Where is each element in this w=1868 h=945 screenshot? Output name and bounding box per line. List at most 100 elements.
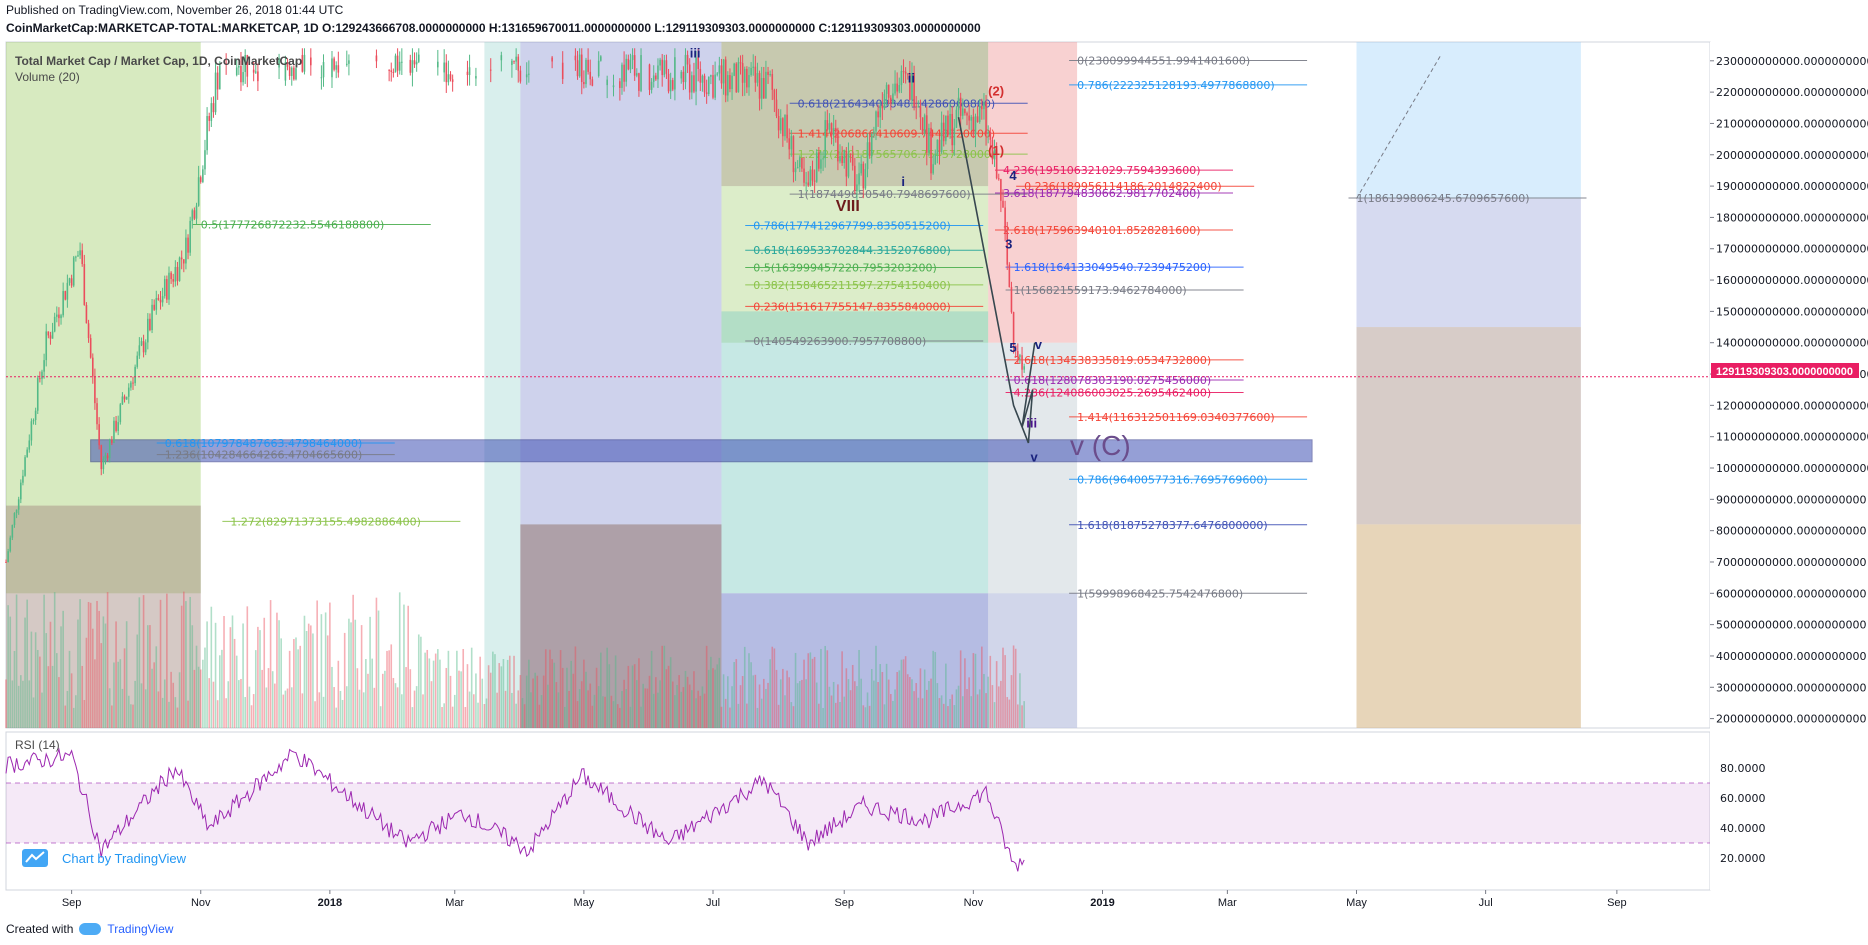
candle-body bbox=[854, 165, 856, 192]
volume-bar bbox=[348, 618, 350, 728]
candle-body bbox=[1004, 207, 1006, 232]
volume-bar bbox=[538, 704, 541, 728]
volume-bar bbox=[648, 675, 651, 728]
volume-bar bbox=[379, 706, 382, 728]
volume-bar bbox=[968, 677, 970, 728]
candle-body bbox=[1008, 264, 1011, 288]
projection-path[interactable] bbox=[957, 117, 1036, 444]
candle-body bbox=[621, 64, 623, 88]
volume-bar bbox=[993, 702, 996, 728]
volume-bar bbox=[375, 597, 378, 728]
volume-bar bbox=[413, 690, 416, 728]
wave-label: ii bbox=[908, 71, 915, 86]
volume-bar bbox=[887, 679, 890, 728]
volume-bar bbox=[610, 695, 613, 728]
volume-bar bbox=[195, 645, 198, 728]
target-box[interactable] bbox=[90, 439, 1313, 463]
candle-body bbox=[790, 136, 793, 150]
candle-body bbox=[638, 73, 640, 91]
volume-bar bbox=[811, 658, 814, 728]
candle-body bbox=[782, 118, 784, 137]
volume-bar bbox=[274, 683, 276, 728]
volume-bar bbox=[758, 684, 761, 728]
candle-body bbox=[102, 458, 105, 470]
volume-bar bbox=[331, 666, 333, 728]
volume-bar bbox=[870, 668, 873, 728]
candle-body bbox=[117, 422, 119, 431]
volume-bar bbox=[661, 645, 663, 728]
price-tick-label: 60000000000.0000000000 bbox=[1716, 587, 1866, 600]
candle-body bbox=[798, 158, 801, 168]
candle-body bbox=[684, 54, 687, 83]
candle-body bbox=[824, 120, 826, 159]
volume-bar bbox=[629, 706, 632, 728]
candles bbox=[5, 48, 1025, 563]
volume-bar bbox=[346, 686, 348, 728]
candle-body bbox=[68, 278, 71, 283]
volume-bar bbox=[856, 686, 858, 728]
volume-bar bbox=[743, 646, 746, 728]
volume-bar bbox=[341, 699, 344, 728]
volume-bar bbox=[642, 683, 644, 728]
price-tick-label: 40000000000.0000000000 bbox=[1716, 650, 1866, 663]
volume-bar bbox=[151, 668, 153, 728]
candle-body bbox=[127, 387, 130, 397]
candle-body bbox=[921, 117, 924, 134]
candle-body bbox=[794, 168, 797, 173]
volume-bar bbox=[530, 692, 532, 728]
candle-body bbox=[178, 257, 181, 281]
volume-bar bbox=[94, 659, 96, 728]
volume-bar bbox=[100, 643, 103, 728]
candle-body bbox=[923, 115, 926, 134]
volume-bar bbox=[98, 610, 100, 728]
candle-body bbox=[246, 55, 249, 77]
volume-bar bbox=[845, 668, 848, 728]
candle-body bbox=[489, 69, 492, 71]
volume-bar bbox=[295, 637, 297, 728]
candle-body bbox=[119, 404, 122, 423]
volume-bar bbox=[583, 659, 585, 728]
rsi-tick-label: 60.0000 bbox=[1720, 792, 1766, 805]
candle-body bbox=[551, 57, 553, 62]
volume-bar bbox=[1008, 699, 1011, 728]
volume-bar bbox=[504, 690, 507, 728]
volume-bar bbox=[428, 658, 431, 728]
candle-body bbox=[225, 63, 227, 65]
candle-body bbox=[417, 54, 420, 62]
candle-body bbox=[894, 83, 896, 94]
candle-body bbox=[149, 318, 151, 331]
volume-bar bbox=[729, 707, 731, 728]
volume-bar bbox=[240, 678, 242, 728]
tradingview-brand-link[interactable]: TradingView bbox=[107, 922, 174, 936]
wave-label: 3 bbox=[1005, 237, 1012, 252]
volume-bar bbox=[737, 703, 740, 728]
candle-body bbox=[195, 205, 198, 219]
volume-bar bbox=[1006, 697, 1009, 728]
candle-body bbox=[147, 318, 149, 343]
volume-bar bbox=[964, 658, 966, 728]
volume-bar bbox=[147, 625, 149, 728]
price-axis[interactable] bbox=[1710, 42, 1868, 890]
candle-body bbox=[909, 73, 911, 100]
volume-bar bbox=[684, 670, 687, 728]
volume-bar bbox=[284, 690, 287, 728]
volume-bar bbox=[508, 655, 511, 728]
volume-bar bbox=[970, 696, 973, 728]
candle-body bbox=[111, 439, 113, 443]
volume-bar bbox=[786, 670, 788, 728]
volume-bar bbox=[132, 704, 134, 728]
candle-body bbox=[398, 61, 401, 71]
volume-bar bbox=[945, 663, 947, 728]
volume-bar bbox=[252, 694, 255, 728]
volume-bar bbox=[28, 680, 31, 728]
candle-body bbox=[51, 331, 54, 339]
candle-body bbox=[142, 341, 145, 353]
volume-bar bbox=[320, 614, 323, 728]
candle-body bbox=[997, 178, 1000, 180]
candle-body bbox=[159, 299, 162, 303]
volume-bar bbox=[238, 680, 240, 728]
candle-body bbox=[1010, 287, 1013, 313]
volume-bar bbox=[718, 657, 721, 728]
wave-label: iii bbox=[690, 46, 701, 61]
